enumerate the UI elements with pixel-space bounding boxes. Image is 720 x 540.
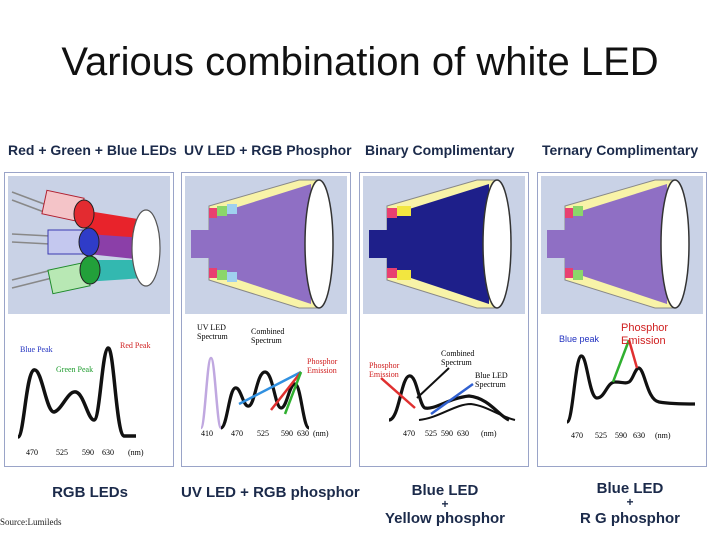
yellow-emission-curve [418, 402, 516, 421]
emission-label: Emission [307, 366, 337, 375]
lens [482, 179, 512, 309]
blue-peak-label: Blue Peak [20, 345, 53, 354]
phosphor-label: Phosphor [369, 361, 400, 370]
uv-spectrum-label: Spectrum [197, 332, 228, 341]
tick-525: 525 [257, 429, 269, 438]
tick-470: 470 [571, 431, 583, 440]
red-emission-arrow [270, 371, 302, 411]
uv-led-label: UV LED [197, 323, 226, 332]
phosphor-red [387, 208, 397, 218]
red-led [41, 189, 95, 229]
emission-label: Emission [621, 335, 666, 347]
tick-470: 470 [231, 429, 243, 438]
combined-spectrum-label: Spectrum [251, 336, 282, 345]
phosphor-red [565, 208, 573, 218]
green-peak-label: Green Peak [56, 365, 93, 374]
tick-590: 590 [441, 429, 453, 438]
tick-590: 590 [281, 429, 293, 438]
emission-label: Emission [369, 370, 399, 379]
phosphor-red [209, 208, 217, 218]
panel-rgb-leds: Blue Peak Green Peak Red Peak 470 525 59… [4, 172, 174, 467]
red-emission-arrow [627, 339, 639, 369]
tick-nm: (nm) [655, 431, 671, 440]
blue-spectrum-label: Spectrum [475, 380, 506, 389]
tick-470: 470 [403, 429, 415, 438]
panel-1-bottom-label: RGB LEDs [52, 484, 128, 501]
slide-title: Various combination of white LED [61, 40, 659, 84]
blue-led-chip [547, 230, 571, 258]
tick-590: 590 [82, 448, 94, 457]
tick-630: 630 [297, 429, 309, 438]
rgb-spectrum-curve [16, 346, 136, 439]
panel-4-bottom-label-2: R G phosphor [580, 510, 680, 527]
uv-spectrum-curve [199, 356, 223, 430]
combined-label: Combined [251, 327, 284, 336]
lens [131, 209, 161, 287]
blue-emission-arrow [238, 370, 302, 406]
green-led [47, 255, 101, 295]
panel-uv-led-rgb-phosphor: UV LED Spectrum Combined Spectrum Phosph… [181, 172, 351, 467]
panel-3-bottom-label-2: Yellow phosphor [384, 510, 505, 527]
tick-410: 410 [201, 429, 213, 438]
panel-4-bottom-label-1: Blue LED [596, 480, 664, 497]
phosphor-green [573, 206, 583, 216]
blue-beam [88, 234, 144, 260]
green-emission-arrow [611, 339, 631, 383]
panel-3-bottom-label-1: Blue LED [411, 482, 479, 499]
light-beam [565, 184, 667, 304]
lens [660, 179, 690, 309]
blue-led [47, 227, 100, 257]
tick-525: 525 [56, 448, 68, 457]
tick-470: 470 [26, 448, 38, 457]
tick-nm: (nm) [313, 429, 329, 438]
blue-led-label: Blue LED [475, 371, 508, 380]
red-peak-label: Red Peak [120, 341, 150, 350]
lens [304, 179, 334, 309]
blue-light-beam [387, 184, 489, 304]
tick-630: 630 [102, 448, 114, 457]
phosphor-green [217, 206, 227, 216]
phosphor-label: Phosphor [307, 357, 338, 366]
panel-binary-complimentary: Phosphor Emission Combined Spectrum Blue… [359, 172, 529, 467]
tick-525: 525 [425, 429, 437, 438]
uv-led-chip [191, 230, 215, 258]
tick-525: 525 [595, 431, 607, 440]
combined-spectrum-label: Spectrum [441, 358, 472, 367]
panel-4-bottom-plus: + [626, 495, 634, 509]
combined-spectrum-curve [388, 374, 510, 422]
combined-spectrum-curve [219, 370, 311, 430]
blue-peak-label: Blue peak [559, 334, 600, 344]
ternary-spectrum-curve [565, 354, 696, 424]
tick-nm: (nm) [128, 448, 144, 457]
tick-nm: (nm) [481, 429, 497, 438]
panel-2-bottom-label: UV LED + RGB phosphor [181, 484, 360, 501]
led-leads [11, 191, 53, 289]
panel-4-title: Ternary Complimentary [542, 142, 699, 158]
blue-led-chip [369, 230, 393, 258]
panel-ternary-complimentary: Blue peak Phosphor Emission 470 525 590 … [537, 172, 707, 467]
tick-630: 630 [457, 429, 469, 438]
panel-1-title: Red + Green + Blue LEDs [8, 142, 177, 158]
combined-label: Combined [441, 349, 474, 358]
phosphor-yellow [397, 206, 411, 216]
source-credit: Source:Lumileds [0, 517, 62, 527]
panel-3-bottom-plus: + [441, 497, 449, 511]
tick-590: 590 [615, 431, 627, 440]
phosphor-emission-arrow [380, 377, 416, 409]
panel-2-title: UV LED + RGB Phosphor [184, 142, 352, 158]
combined-arrow [416, 367, 450, 399]
tick-630: 630 [633, 431, 645, 440]
phosphor-blue [227, 204, 237, 214]
green-emission-arrow [283, 371, 303, 415]
panel-3-title: Binary Complimentary [365, 142, 515, 158]
phosphor-label: Phosphor [621, 322, 668, 334]
blue-led-arrow [430, 382, 474, 416]
